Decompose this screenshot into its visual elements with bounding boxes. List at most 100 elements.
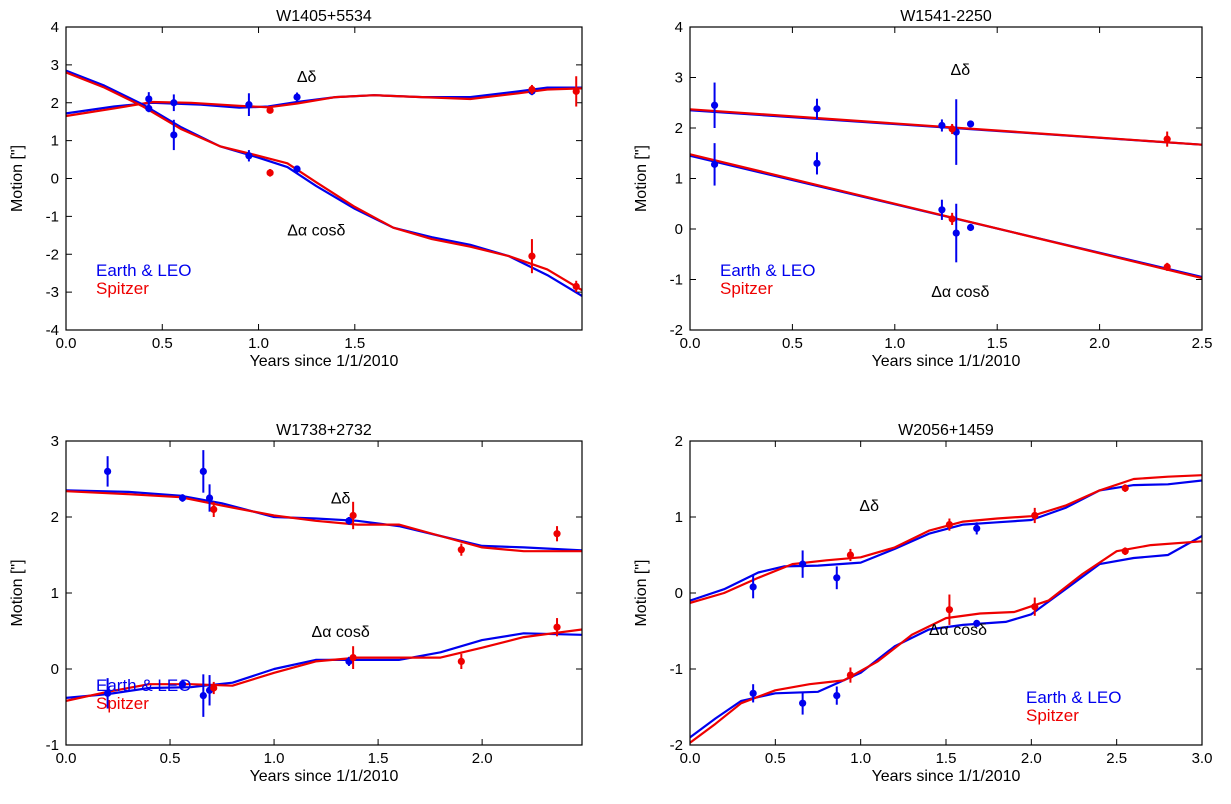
x-tick-label: 2.0 — [1089, 335, 1110, 352]
fit-curve-spitzer-dec — [690, 474, 1202, 604]
plot-frame — [65, 26, 583, 331]
x-tick-label: 0.0 — [56, 335, 77, 352]
component-annotation: Δδ — [859, 498, 879, 515]
data-point-earth-leo — [293, 93, 301, 101]
chart-title: W2056+1459 — [898, 422, 994, 439]
data-point-earth-leo — [104, 467, 112, 475]
data-point-earth-leo — [799, 560, 807, 568]
data-point-earth-leo — [145, 95, 153, 103]
data-point-earth-leo — [104, 689, 112, 697]
plot-frame — [689, 26, 1203, 331]
fit-curve-spitzer-dec — [66, 87, 582, 118]
data-point-earth-leo — [710, 160, 719, 168]
panel-w2056-1459: W2056+1459 0.0 0.5 1.0 1.5 2.0 2.5 3.0 -2 -1 0 1 2 Δδ… — [633, 422, 1212, 785]
y-axis-label: Motion ["] — [9, 559, 26, 626]
legend-entry-spitzer: Spitzer — [720, 279, 773, 298]
x-tick-label: 1.5 — [987, 335, 1008, 352]
data-point-spitzer — [528, 252, 536, 260]
y-tick-label: -3 — [46, 284, 59, 301]
y-tick-label: 2 — [675, 433, 683, 450]
y-tick-label: 3 — [675, 70, 683, 87]
data-point-spitzer — [266, 169, 274, 177]
y-tick-label: -1 — [46, 208, 59, 225]
data-point-earth-leo — [966, 120, 975, 128]
data-point-earth-leo — [710, 101, 719, 109]
legend-entry-earth-leo: Earth & LEO — [1026, 688, 1121, 707]
y-tick-label: 4 — [675, 19, 683, 36]
x-tick-label: 0.0 — [56, 750, 77, 767]
legend-entry-spitzer: Spitzer — [96, 694, 149, 713]
data-point-earth-leo — [199, 692, 207, 700]
data-point-spitzer — [1121, 547, 1129, 555]
data-point-earth-leo — [813, 159, 821, 167]
y-tick-label: 1 — [51, 585, 59, 602]
y-tick-label: 1 — [675, 509, 683, 526]
x-tick-label: 0.5 — [782, 335, 803, 352]
fit-curve-earth-leo-dec — [66, 86, 582, 115]
y-tick-label: 0 — [675, 585, 683, 602]
data-point-earth-leo — [245, 152, 253, 160]
y-tick-label: 4 — [51, 19, 59, 36]
x-tick-label: 0.5 — [765, 750, 786, 767]
y-tick-label: 2 — [51, 95, 59, 112]
data-point-spitzer — [1031, 511, 1039, 520]
data-point-spitzer — [846, 551, 855, 559]
data-point-earth-leo — [178, 494, 187, 502]
data-point-earth-leo — [205, 494, 214, 502]
data-point-spitzer — [457, 546, 465, 554]
x-tick-label: 1.5 — [936, 750, 957, 767]
data-point-earth-leo — [245, 101, 253, 109]
data-point-earth-leo — [813, 105, 821, 113]
data-point-earth-leo — [973, 619, 981, 628]
fit-curve-earth-leo-dec — [690, 479, 1202, 602]
x-axis-label: Years since 1/1/2010 — [872, 353, 1021, 370]
y-axis-label: Motion ["] — [9, 145, 26, 212]
panel-w1541-2250: W1541-2250 0.0 0.5 1.0 1.5 2.0 2.5 -2 -1 0 1 2 3 4 Δδ Δ… — [633, 8, 1212, 370]
data-point-earth-leo — [952, 229, 960, 237]
panel-w1738-2732: W1738+2732 0.0 0.5 1.0 1.5 2.0 -1 0 1 2 3 Δδ Δα cosδ… — [9, 422, 583, 785]
y-tick-label: 3 — [51, 433, 59, 450]
x-tick-label: 1.0 — [264, 750, 285, 767]
data-point-earth-leo — [178, 680, 187, 688]
y-tick-label: -1 — [670, 661, 683, 678]
component-annotation: Δδ — [951, 62, 971, 79]
data-point-spitzer — [1163, 263, 1171, 271]
y-tick-label: 1 — [675, 171, 683, 188]
data-point-spitzer — [948, 125, 956, 133]
data-point-spitzer — [457, 657, 465, 666]
y-tick-label: 3 — [51, 57, 59, 74]
data-point-spitzer — [846, 671, 855, 679]
data-point-spitzer — [572, 282, 580, 291]
x-tick-label: 3.0 — [1192, 750, 1213, 767]
legend-entry-earth-leo: Earth & LEO — [96, 676, 191, 695]
panel-w1405-5534: W1405+5534 0.0 0.5 1.0 1.5 -4 -3 -2 -1 0 1 2 3 4 Δδ Δα … — [9, 8, 583, 370]
x-tick-label: 2.5 — [1192, 335, 1213, 352]
y-axis-label: Motion ["] — [633, 559, 650, 626]
x-tick-label: 2.0 — [1021, 750, 1042, 767]
data-point-earth-leo — [938, 206, 946, 214]
x-axis-label: Years since 1/1/2010 — [250, 768, 399, 785]
component-annotation: Δα cosδ — [287, 222, 345, 239]
legend-entry-earth-leo: Earth & LEO — [720, 261, 815, 280]
data-point-earth-leo — [799, 699, 807, 707]
y-tick-label: -4 — [46, 322, 59, 339]
data-point-earth-leo — [145, 104, 153, 113]
chart-title: W1405+5534 — [276, 8, 372, 25]
fit-curve-earth-leo-ra — [66, 632, 582, 699]
data-point-earth-leo — [749, 689, 757, 697]
y-axis-label: Motion ["] — [633, 145, 650, 212]
component-annotation: Δα cosδ — [929, 622, 987, 639]
x-tick-label: 0.0 — [680, 335, 701, 352]
y-tick-label: -2 — [670, 322, 683, 339]
data-point-earth-leo — [938, 121, 946, 130]
legend-entry-earth-leo: Earth & LEO — [96, 261, 191, 280]
data-point-spitzer — [528, 85, 536, 94]
component-annotation: Δδ — [331, 490, 351, 507]
y-tick-label: 1 — [51, 133, 59, 150]
y-tick-label: 0 — [51, 661, 59, 678]
data-point-spitzer — [948, 215, 956, 223]
y-tick-label: 0 — [675, 221, 683, 238]
fit-curve-spitzer-ra — [66, 71, 582, 292]
data-point-spitzer — [210, 684, 218, 692]
data-point-earth-leo — [293, 165, 301, 173]
